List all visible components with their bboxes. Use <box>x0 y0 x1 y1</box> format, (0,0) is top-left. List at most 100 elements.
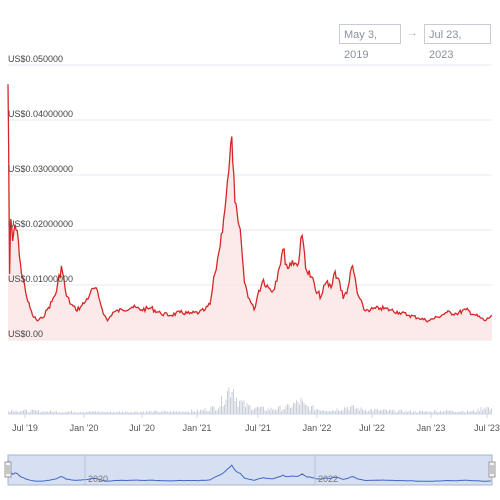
volume-bar <box>131 412 132 414</box>
volume-bar <box>252 409 254 414</box>
volume-bar <box>486 406 488 414</box>
volume-bar <box>326 411 327 414</box>
volume-bar <box>327 411 329 414</box>
volume-bar <box>363 410 365 414</box>
volume-bar <box>461 411 462 414</box>
volume-bar <box>17 411 18 414</box>
volume-bar <box>323 410 324 414</box>
volume-bar <box>105 411 107 414</box>
volume-bar <box>371 409 372 414</box>
y-tick-label: US$0.04000000 <box>8 109 73 119</box>
navigator-left-handle[interactable] <box>4 461 12 478</box>
volume-bar <box>320 411 321 414</box>
volume-bar <box>155 411 156 414</box>
volume-bar <box>399 409 401 414</box>
volume-bar <box>314 410 315 414</box>
volume-bar <box>39 412 41 414</box>
volume-bar <box>101 412 102 414</box>
volume-bar <box>104 412 105 414</box>
volume-bar <box>419 410 420 414</box>
volume-bar <box>336 408 338 414</box>
navigator-right-handle[interactable] <box>488 461 496 478</box>
volume-bar <box>219 406 221 414</box>
volume-bar <box>285 405 287 414</box>
volume-bar <box>207 410 209 414</box>
volume-bar <box>218 408 219 414</box>
volume-bar <box>236 397 237 414</box>
volume-bar <box>180 412 182 414</box>
volume-bar <box>452 411 453 414</box>
volume-bar <box>267 408 269 414</box>
volume-bar <box>188 411 189 414</box>
volume-bar <box>141 411 143 414</box>
x-tick-label: Jul '21 <box>245 423 271 433</box>
volume-bar <box>302 400 303 414</box>
volume-bar <box>128 412 129 414</box>
volume-bar <box>333 410 335 414</box>
volume-bar <box>374 408 375 414</box>
volume-bar <box>80 412 81 414</box>
volume-bar <box>290 408 291 414</box>
volume-bar <box>467 409 468 414</box>
volume-bar <box>41 411 42 414</box>
volume-bar <box>194 411 195 414</box>
volume-bar <box>117 411 119 414</box>
volume-bar <box>474 412 476 414</box>
volume-bar <box>86 411 87 414</box>
volume-bar <box>453 411 455 414</box>
volume-bar <box>77 412 78 414</box>
volume-bar <box>432 412 434 414</box>
volume-bar <box>132 412 134 414</box>
navigator[interactable]: 2020 2022 <box>4 454 496 486</box>
volume-bar <box>134 411 135 414</box>
volume-bar <box>189 412 191 414</box>
volume-bar <box>242 401 243 414</box>
volume-bar <box>356 408 357 414</box>
volume-bar <box>384 409 386 414</box>
volume-bar <box>185 412 186 414</box>
volume-bar <box>279 406 281 414</box>
volume-bar <box>203 410 204 414</box>
volume-bar <box>36 410 38 414</box>
volume-bar <box>153 410 155 414</box>
volume-bar <box>408 411 410 414</box>
volume-bar <box>212 406 213 414</box>
volume-bar <box>389 409 390 414</box>
volume-bar <box>275 410 276 414</box>
volume-bar <box>246 403 248 414</box>
x-tick-label: Jul '23 <box>474 423 500 433</box>
volume-bar <box>245 406 246 414</box>
volume-bar <box>335 411 336 414</box>
volume-bar <box>12 410 14 414</box>
volume-bar <box>216 410 218 414</box>
volume-bar <box>42 411 44 414</box>
volume-bar <box>341 410 342 414</box>
volume-bar <box>135 411 137 414</box>
date-from-input[interactable]: May 3, 2019 <box>339 24 401 61</box>
volume-bar <box>269 410 270 414</box>
volume-bar <box>321 410 323 414</box>
date-to-input[interactable]: Jul 23, 2023 <box>424 24 491 61</box>
volume-bar <box>459 411 461 414</box>
volume-bar <box>447 410 449 414</box>
volume-bar <box>410 410 411 414</box>
volume-bar <box>450 410 452 414</box>
volume-bar <box>222 406 224 414</box>
volume-bar <box>366 411 368 414</box>
volume-bar <box>485 409 486 414</box>
volume-bar <box>311 406 312 414</box>
volume-bar <box>125 412 126 414</box>
volume-bar <box>332 410 333 414</box>
volume-bar <box>60 412 62 414</box>
volume-bar <box>66 411 68 414</box>
volume-bar <box>428 412 429 414</box>
y-tick-label: US$0.050000 <box>8 54 63 64</box>
volume-bar <box>89 411 90 414</box>
volume-bar <box>182 411 183 414</box>
volume-bar <box>44 412 45 414</box>
volume-bar <box>146 411 147 414</box>
volume-bar <box>126 411 128 414</box>
volume-bar <box>111 412 113 414</box>
volume-bar <box>234 401 236 414</box>
volume-bar <box>312 405 314 414</box>
